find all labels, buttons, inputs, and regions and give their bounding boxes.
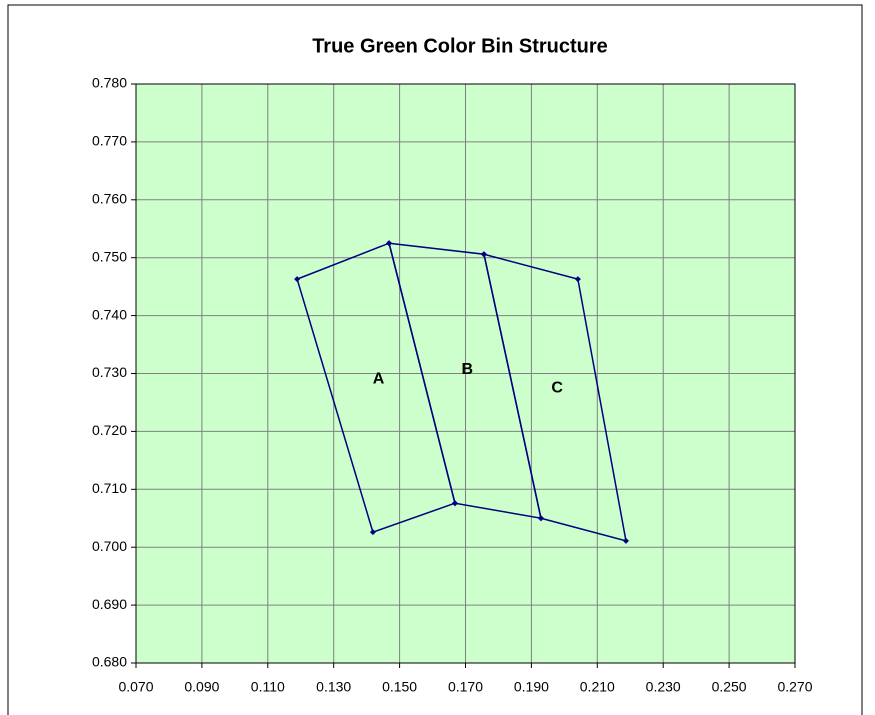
x-tick-label: 0.190 — [514, 679, 549, 695]
bin-label: C — [551, 379, 563, 396]
y-tick-label: 0.740 — [92, 306, 127, 322]
y-tick-label: 0.700 — [92, 538, 127, 554]
y-tick-label: 0.720 — [92, 422, 127, 438]
vertex-marker — [537, 515, 544, 522]
x-tick-label: 0.170 — [448, 679, 483, 695]
x-tick-label: 0.270 — [777, 679, 812, 695]
x-tick-label: 0.110 — [251, 679, 285, 695]
y-tick-label: 0.680 — [92, 654, 127, 670]
bin-label: B — [461, 361, 473, 378]
vertex-marker — [294, 276, 301, 283]
y-tick-label: 0.780 — [92, 75, 127, 91]
vertex-marker — [574, 276, 581, 283]
vertex-marker — [451, 500, 458, 507]
x-tick-label: 0.130 — [316, 679, 351, 695]
x-tick-label: 0.230 — [646, 679, 681, 695]
plot-border — [135, 83, 796, 664]
y-tick-label: 0.710 — [92, 480, 127, 496]
y-tick-label: 0.760 — [92, 191, 127, 207]
x-tick-label: 0.150 — [382, 679, 417, 695]
x-tick-label: 0.210 — [580, 679, 615, 695]
y-tick-label: 0.750 — [92, 248, 127, 264]
vertex-marker — [386, 240, 393, 247]
y-tick-label: 0.770 — [92, 133, 127, 149]
vertex-marker — [369, 529, 376, 536]
x-tick-label: 0.070 — [118, 679, 153, 695]
x-tick-label: 0.090 — [184, 679, 219, 695]
chart-title: True Green Color Bin Structure — [312, 35, 608, 57]
vertex-marker — [480, 251, 487, 258]
y-tick-label: 0.690 — [92, 596, 127, 612]
vertex-marker — [622, 537, 629, 544]
bin-label: A — [373, 371, 385, 388]
x-tick-label: 0.250 — [712, 679, 747, 695]
y-tick-label: 0.730 — [92, 364, 127, 380]
